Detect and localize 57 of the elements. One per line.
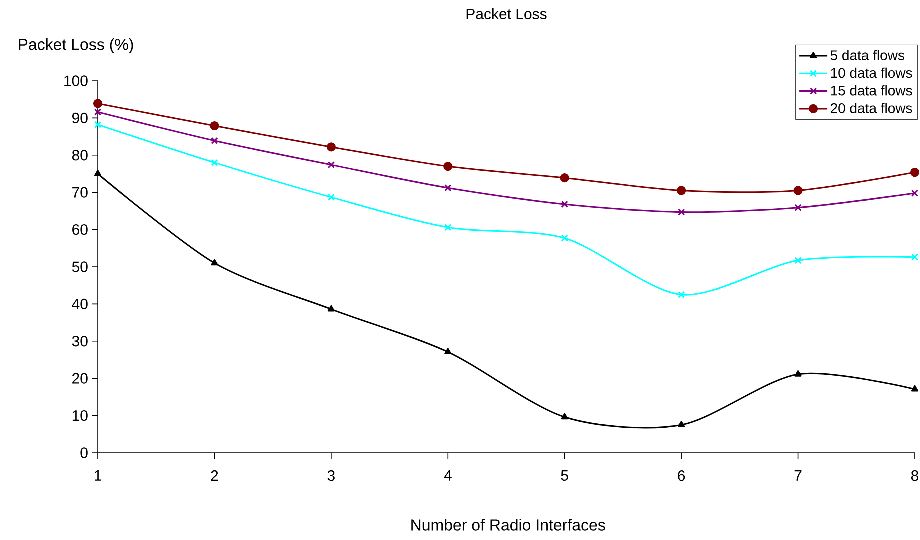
point	[328, 305, 335, 312]
legend-label: 20 data flows	[831, 103, 912, 114]
point	[911, 190, 919, 197]
x-tick-label: 2	[211, 470, 218, 481]
y-tick-label: 60	[72, 224, 88, 236]
point	[911, 254, 919, 261]
y-tick-label: 10	[72, 410, 88, 422]
point	[678, 208, 686, 216]
x-tick-label: 3	[328, 470, 335, 482]
y-tick-label: 80	[72, 150, 88, 161]
chart-title: Packet Loss	[466, 8, 547, 20]
point	[211, 137, 218, 144]
y-axis-title: Packet Loss (%)	[19, 38, 134, 54]
legend-label: 5 data flows	[830, 50, 904, 60]
point	[794, 257, 802, 264]
point	[444, 162, 453, 172]
point	[328, 194, 336, 202]
point	[211, 259, 218, 266]
point	[561, 200, 568, 208]
point	[678, 421, 686, 428]
point	[677, 186, 686, 196]
x-tick-label: 7	[794, 470, 802, 481]
x-tick-label: 4	[444, 470, 452, 481]
point	[444, 348, 452, 355]
point	[94, 121, 102, 128]
y-tick-label: 100	[64, 76, 88, 86]
y-tick-label: 70	[72, 187, 88, 198]
point	[328, 161, 336, 169]
y-tick-label: 40	[72, 298, 88, 310]
point	[561, 234, 568, 242]
point	[561, 413, 568, 420]
y-tick-label: 20	[72, 373, 88, 384]
point	[444, 224, 452, 232]
x-tick-label: 5	[561, 470, 568, 481]
point	[326, 142, 336, 152]
x-tick-label: 6	[678, 470, 686, 482]
y-tick-label: 50	[72, 262, 88, 272]
y-tick-label: 90	[72, 112, 88, 124]
y-tick-label: 30	[72, 336, 88, 347]
point	[211, 159, 218, 166]
point	[210, 121, 220, 131]
point	[794, 186, 803, 196]
y-tick-label: 0	[80, 448, 88, 458]
point	[94, 170, 102, 176]
point	[794, 370, 802, 377]
x-tick-label: 8	[911, 470, 919, 482]
point	[560, 174, 570, 183]
point	[94, 108, 102, 116]
x-tick-label: 1	[94, 470, 102, 481]
legend-label: 15 data flows	[831, 85, 912, 96]
point	[444, 184, 452, 192]
point	[794, 204, 802, 212]
point	[911, 385, 919, 392]
point	[678, 291, 686, 298]
x-axis-title: Number of Radio Interfaces	[412, 519, 606, 531]
point	[93, 99, 103, 108]
legend-label: 10 data flows	[831, 68, 912, 78]
